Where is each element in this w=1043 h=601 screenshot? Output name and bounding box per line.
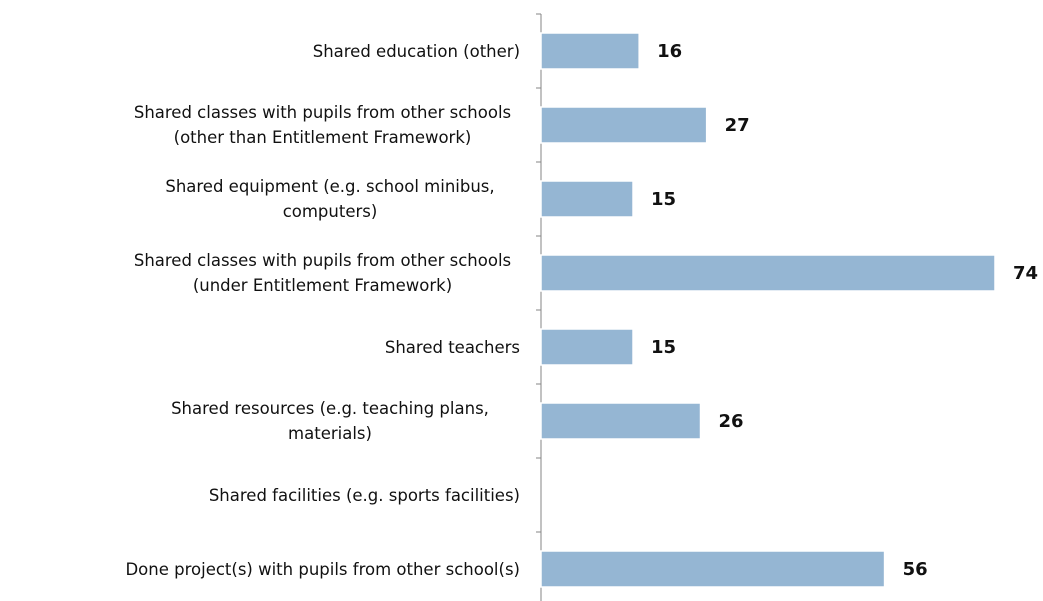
category-text: Shared education (other) <box>312 41 520 61</box>
category-text: Shared facilities (e.g. sports facilitie… <box>208 485 520 505</box>
value-label: 27 <box>725 115 750 136</box>
category-label: Shared classes with pupils from other sc… <box>125 248 520 298</box>
value-label: 26 <box>719 411 744 432</box>
value-label: 16 <box>657 41 682 62</box>
category-label: Shared resources (e.g. teaching plans, m… <box>140 396 520 446</box>
bar <box>540 106 708 144</box>
bar <box>540 32 640 70</box>
category-text: Shared resources (e.g. teaching plans, m… <box>171 399 489 443</box>
bar <box>540 550 886 588</box>
category-text: Shared classes with pupils from other sc… <box>133 251 512 295</box>
category-label: Shared education (other) <box>313 39 520 64</box>
value-label: 15 <box>651 337 676 358</box>
category-text: Done project(s) with pupils from other s… <box>125 559 520 579</box>
category-text: Shared teachers <box>384 337 520 357</box>
category-label: Shared equipment (e.g. school minibus, c… <box>140 174 520 224</box>
category-text: Shared classes with pupils from other sc… <box>133 103 512 147</box>
category-label: Done project(s) with pupils from other s… <box>125 557 520 582</box>
value-label: 15 <box>651 189 676 210</box>
bar <box>540 328 634 366</box>
bar <box>540 402 702 440</box>
category-text: Shared equipment (e.g. school minibus, c… <box>165 177 495 221</box>
category-label: Shared facilities (e.g. sports facilitie… <box>209 483 520 508</box>
value-label: 74 <box>1013 263 1038 284</box>
bar <box>540 254 996 292</box>
category-label: Shared teachers <box>385 335 520 360</box>
value-label: 56 <box>903 559 928 580</box>
bar <box>540 180 634 218</box>
category-label: Shared classes with pupils from other sc… <box>125 100 520 150</box>
